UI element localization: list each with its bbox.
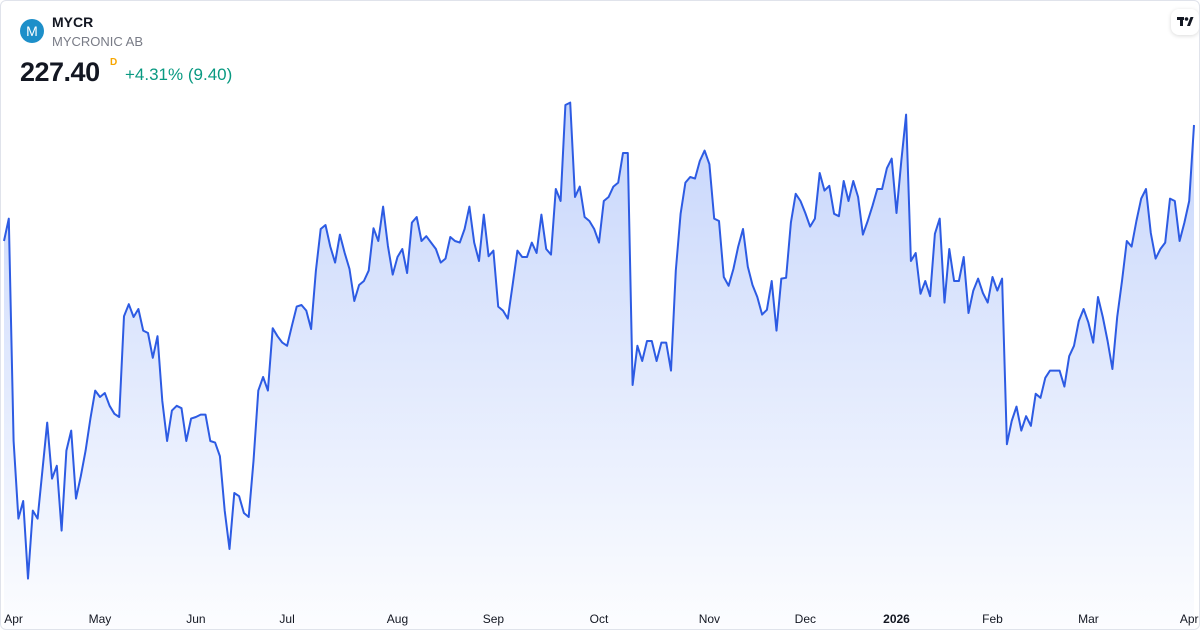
x-tick-label: Apr [1180, 612, 1199, 626]
x-tick-label: 2026 [883, 612, 910, 626]
x-tick-label: Oct [590, 612, 609, 626]
price: 227.40 [20, 57, 100, 87]
symbol: MYCR [52, 14, 94, 30]
tradingview-logo[interactable] [1171, 9, 1199, 35]
x-tick-label: May [89, 612, 112, 626]
x-tick-label: Jul [279, 612, 294, 626]
interval: D [110, 57, 118, 68]
x-tick-label: Feb [982, 612, 1003, 626]
x-tick-label: Aug [387, 612, 408, 626]
logo: M [20, 19, 44, 43]
logo-icon [1177, 17, 1194, 26]
company-name: MYCRONIC AB [52, 34, 144, 49]
x-tick-label: Apr [4, 612, 23, 626]
x-tick-label: Dec [795, 612, 816, 626]
area-fill [4, 102, 1194, 629]
price-line [3, 101, 1195, 580]
x-tick-label: Jun [186, 612, 205, 626]
x-tick-label: Nov [699, 612, 720, 626]
change: +4.31% (9.40) [125, 65, 233, 84]
x-tick-label: Mar [1078, 612, 1099, 626]
x-tick-label: Sep [483, 612, 505, 626]
